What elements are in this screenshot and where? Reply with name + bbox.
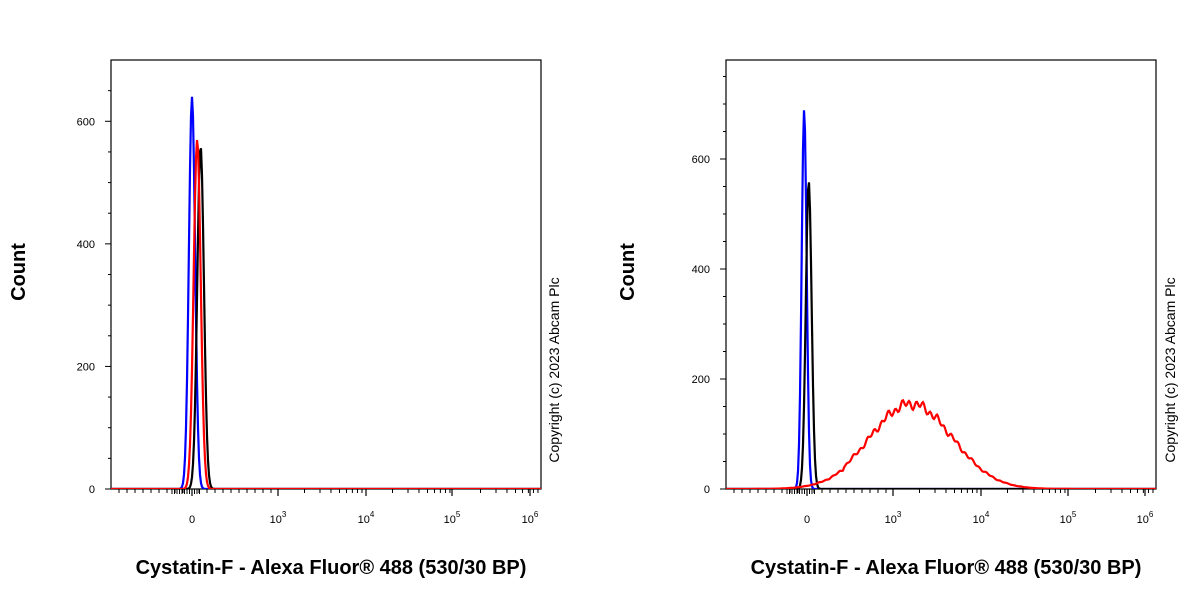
x-tick-label: 105 — [1060, 510, 1077, 526]
x-tick-label: 104 — [973, 510, 990, 526]
x-tick-label: 104 — [358, 510, 375, 526]
x-tick-label: 103 — [270, 510, 287, 526]
y-axis-label: Count — [617, 243, 639, 301]
y-tick-label: 200 — [77, 361, 95, 373]
y-tick-label: 0 — [89, 484, 95, 496]
x-tick-label: 106 — [522, 510, 539, 526]
x-tick-base: 10 — [973, 514, 985, 526]
x-tick-base: 0 — [189, 514, 195, 526]
y-axis-label: Count — [8, 243, 30, 301]
x-axis-label: Cystatin-F - Alexa Fluor® 488 (530/30 BP… — [751, 557, 1142, 579]
x-tick-base: 10 — [885, 514, 897, 526]
x-tick-exponent: 5 — [1072, 510, 1077, 519]
x-tick-base: 0 — [804, 514, 810, 526]
x-tick-exponent: 4 — [985, 510, 990, 519]
x-tick-base: 10 — [444, 514, 456, 526]
x-tick-label: 0 — [804, 514, 810, 526]
y-tick-label: 400 — [692, 264, 710, 276]
y-tick-label: 600 — [692, 154, 710, 166]
x-tick-label: 103 — [885, 510, 902, 526]
histogram-series-line — [726, 110, 1156, 489]
x-tick-label: 0 — [189, 514, 195, 526]
x-tick-exponent: 5 — [456, 510, 461, 519]
histogram-panel-left: Count Cystatin-F - Alexa Fluor® 488 (530… — [8, 59, 562, 579]
x-tick-label: 106 — [1137, 510, 1154, 526]
y-tick-label: 0 — [704, 484, 710, 496]
copyright-notice: Copyright (c) 2023 Abcam Plc — [546, 277, 562, 462]
histogram-series-line — [726, 182, 1156, 489]
x-tick-label: 105 — [444, 510, 461, 526]
x-tick-exponent: 3 — [282, 510, 287, 519]
x-tick-base: 10 — [270, 514, 282, 526]
x-tick-exponent: 6 — [534, 510, 539, 519]
x-axis-label: Cystatin-F - Alexa Fluor® 488 (530/30 BP… — [136, 557, 527, 579]
histogram-series-line — [726, 398, 1156, 489]
x-tick-base: 10 — [358, 514, 370, 526]
y-tick-label: 400 — [77, 239, 95, 251]
x-tick-base: 10 — [522, 514, 534, 526]
histogram-series-line — [111, 147, 541, 489]
copyright-notice: Copyright (c) 2023 Abcam Plc — [1162, 277, 1178, 462]
x-tick-base: 10 — [1060, 514, 1072, 526]
histogram-panel-right: Count Cystatin-F - Alexa Fluor® 488 (530… — [617, 59, 1178, 579]
x-tick-base: 10 — [1137, 514, 1149, 526]
x-tick-exponent: 6 — [1149, 510, 1154, 519]
x-tick-exponent: 3 — [897, 510, 902, 519]
plot-frame — [110, 59, 542, 490]
histogram-series-line — [111, 96, 541, 489]
y-tick-label: 600 — [77, 116, 95, 128]
y-tick-label: 200 — [692, 374, 710, 386]
histogram-series-line — [111, 139, 541, 489]
x-tick-exponent: 4 — [370, 510, 375, 519]
